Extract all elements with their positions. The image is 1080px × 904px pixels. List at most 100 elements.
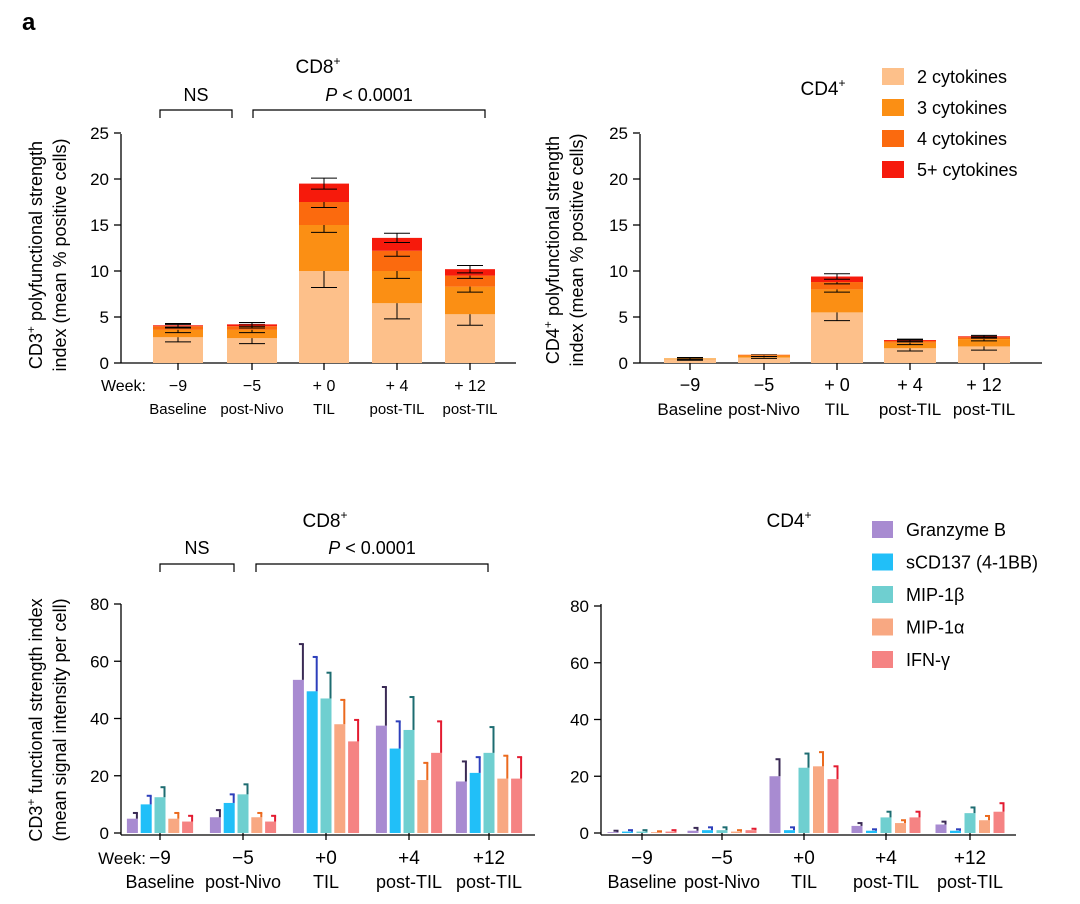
legend-swatch	[882, 99, 904, 116]
y-tick-label: 15	[90, 216, 109, 235]
week-label: Week:	[101, 378, 146, 395]
legend-label: IFN-γ	[906, 650, 950, 670]
x-tick-sublabel: TIL	[313, 401, 335, 418]
bar-segment	[738, 357, 790, 363]
x-tick-sublabel: post-TIL	[376, 872, 442, 892]
bar	[935, 824, 947, 833]
x-tick-sublabel: Baseline	[149, 401, 207, 418]
legend-label: 5+ cytokines	[917, 160, 1018, 180]
bar	[716, 830, 728, 833]
x-tick-label: + 0	[313, 378, 336, 395]
bar	[237, 794, 249, 833]
y-tick-label: 10	[90, 262, 109, 281]
bars	[664, 273, 1010, 363]
legend-swatch	[872, 651, 893, 668]
y-ticks: 0 20 40 60 80	[570, 597, 601, 843]
bar	[895, 823, 906, 833]
x-tick-sublabel: Baseline	[125, 872, 194, 892]
bar	[866, 830, 877, 833]
x-tick-sublabel: post-TIL	[853, 872, 919, 892]
y-axis-label-line2: index (mean % positive cells)	[567, 133, 587, 366]
x-tick-sublabel: TIL	[825, 400, 850, 419]
bar	[880, 817, 892, 833]
x-tick-sublabel: post-TIL	[953, 400, 1015, 419]
bar	[251, 817, 263, 833]
x-tick-label: +0	[315, 848, 337, 869]
y-ticks: 0 20 40 60 80	[90, 595, 121, 843]
y-tick-label: 40	[570, 711, 589, 730]
y-ticks: 0 5 10 15 20 25	[609, 124, 640, 373]
legend-label: 4 cytokines	[917, 129, 1007, 149]
bar	[731, 831, 742, 833]
y-tick-label: 60	[570, 654, 589, 673]
bar	[909, 817, 921, 833]
week-label: Week:	[98, 849, 146, 868]
chart-title: CD4+	[800, 76, 845, 100]
ns-bracket	[159, 563, 235, 572]
bar	[140, 804, 152, 833]
bar-segment	[738, 354, 790, 356]
bar	[979, 820, 990, 833]
x-ticks: −9 Baseline −5 post-Nivo + 0 TIL + 4 post-TIL + …	[657, 363, 1015, 419]
bar	[126, 818, 138, 833]
bar	[813, 766, 824, 833]
bar	[469, 772, 481, 833]
x-ticks: −9 Baseline −5 post-Nivo +0 TIL +4 post-TIL +12 p…	[607, 833, 1003, 892]
x-ticks: −9 Baseline −5 post-Nivo + 0 TIL + 4 post-TIL + …	[149, 363, 498, 418]
y-axis-label-line2: (mean signal intensity per cell)	[50, 598, 70, 841]
y-tick-label: 10	[609, 262, 628, 281]
y-axis-label-line1: CD4+ polyfunctional strength	[541, 136, 563, 364]
x-tick-sublabel: post-Nivo	[220, 401, 283, 418]
p-value-bracket	[255, 563, 489, 572]
bar	[209, 817, 221, 833]
bar	[607, 832, 619, 833]
bar	[784, 830, 795, 833]
y-axis-label-line1: CD3+ polyfunctional strength	[24, 141, 46, 369]
y-tick-label: 80	[90, 595, 109, 614]
bar	[168, 818, 180, 833]
legend-cytokines: 2 cytokines 3 cytokines 4 cytokines 5+ cyto…	[882, 67, 1018, 180]
bar	[687, 830, 699, 833]
bar	[702, 830, 713, 833]
x-tick-sublabel: TIL	[791, 872, 817, 892]
x-tick-label: +12	[473, 848, 505, 869]
y-tick-label: 5	[100, 308, 109, 327]
bar	[769, 776, 781, 833]
bar	[334, 724, 346, 833]
x-tick-label: + 12	[454, 378, 486, 395]
bar	[511, 778, 523, 833]
x-tick-label: −5	[711, 848, 733, 869]
bar-segment	[372, 237, 422, 251]
bar	[265, 821, 277, 833]
legend-label: 3 cytokines	[917, 98, 1007, 118]
chart-title: CD4+	[766, 508, 811, 532]
bar	[348, 741, 360, 833]
y-tick-label: 20	[609, 170, 628, 189]
x-tick-sublabel: post-TIL	[879, 400, 941, 419]
legend-label: MIP-1α	[906, 618, 964, 638]
legend-swatch	[882, 161, 904, 178]
bars	[607, 751, 1005, 833]
bar-segment	[811, 289, 863, 313]
x-tick-label: −9	[149, 848, 171, 869]
bar	[320, 698, 332, 833]
ns-label: NS	[184, 538, 209, 558]
panel-label: a	[22, 9, 36, 36]
legend-swatch	[872, 618, 893, 636]
x-tick-label: +0	[793, 848, 815, 869]
y-ticks: 0 5 10 15 20 25	[90, 124, 121, 373]
legend-label: sCD137 (4-1BB)	[906, 553, 1038, 573]
legend-swatch	[872, 521, 893, 538]
p-value-label: P < 0.0001	[325, 85, 413, 105]
x-tick-sublabel: post-TIL	[442, 401, 497, 418]
y-tick-label: 0	[100, 824, 109, 843]
bar-segment	[299, 183, 349, 202]
bar-segment	[445, 275, 495, 287]
y-tick-label: 40	[90, 710, 109, 729]
bar	[665, 831, 677, 833]
x-tick-label: −9	[680, 375, 701, 395]
y-tick-label: 5	[619, 308, 628, 327]
x-tick-label: −5	[232, 848, 254, 869]
y-axis-label-line2: index (mean % positive cells)	[50, 138, 70, 371]
